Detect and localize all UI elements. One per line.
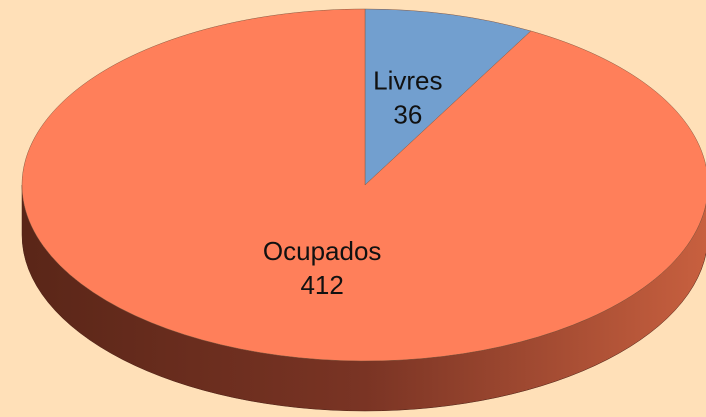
slice-value: 412 [300, 270, 343, 300]
pie-slice [21, 8, 706, 362]
slice-label: Ocupados [263, 236, 382, 266]
slice-value: 36 [393, 100, 422, 130]
pie-slice [364, 8, 532, 186]
slice-label: Livres [373, 66, 442, 96]
